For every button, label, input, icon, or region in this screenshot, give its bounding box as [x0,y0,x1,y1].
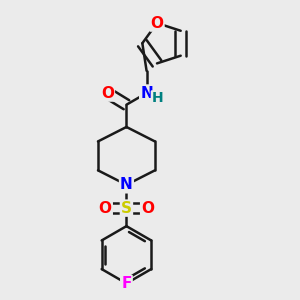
Text: H: H [152,92,164,105]
Text: O: O [101,85,114,100]
Text: O: O [141,201,154,216]
Text: N: N [140,85,153,100]
Text: O: O [99,201,112,216]
Text: F: F [121,276,132,291]
Text: S: S [121,201,132,216]
Text: O: O [151,16,164,31]
Text: N: N [120,177,133,192]
